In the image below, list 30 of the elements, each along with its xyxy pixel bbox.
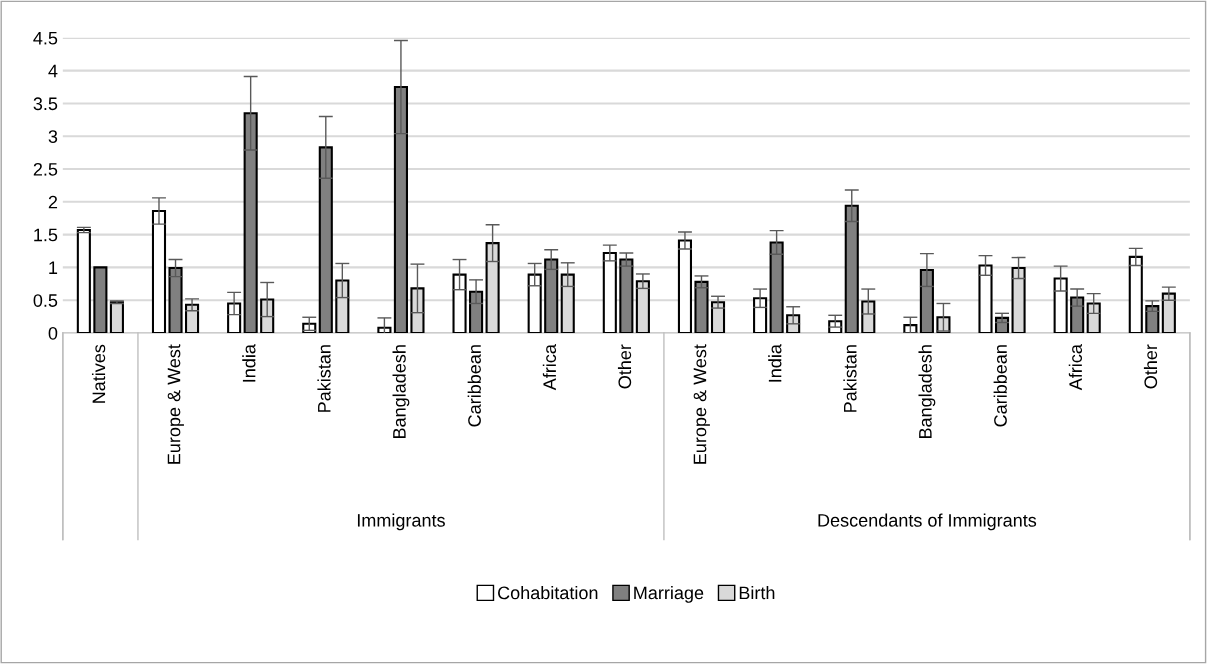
x-tick-label: India — [242, 344, 256, 382]
x-tick-label: Other — [1143, 344, 1158, 389]
y-tick-label: 4.5 — [33, 31, 58, 45]
x-tick-label: India — [768, 344, 782, 382]
text: Immigrants — [357, 513, 445, 531]
x-tick-label: Pakistan — [843, 345, 857, 412]
y-tick-label: 4 — [48, 64, 58, 78]
y-tick-label: 2.5 — [33, 162, 58, 176]
y-tick-label: 3.5 — [33, 97, 58, 111]
x-tick-label: Other — [617, 344, 632, 389]
x-tick-label: Bangladesh — [918, 345, 936, 438]
legend-label: Birth — [739, 586, 775, 600]
legend-label: Marriage — [634, 586, 704, 603]
x-tick-label: Caribbean — [993, 345, 1007, 427]
legend-label: Cohabitation — [498, 586, 598, 600]
y-tick-label: 1 — [49, 261, 58, 274]
x-tick-label: Natives — [91, 344, 106, 403]
x-tick-label: Africa — [542, 344, 557, 391]
y-tick-label: 3 — [48, 130, 58, 143]
x-tick-label: Europe & West — [693, 344, 710, 464]
y-tick-label: 0.5 — [33, 294, 58, 307]
y-tick-label: 2 — [48, 195, 58, 209]
text: Descendants of Immigrants — [818, 513, 1037, 531]
x-tick-label: Africa — [1068, 344, 1083, 391]
x-tick-label: Pakistan — [317, 345, 331, 412]
x-tick-label: Caribbean — [467, 345, 481, 427]
y-tick-label: 0 — [48, 326, 58, 340]
y-tick-label: 1.5 — [34, 228, 58, 242]
x-tick-label: Bangladesh — [392, 345, 410, 438]
x-tick-label: Europe & West — [167, 344, 184, 464]
